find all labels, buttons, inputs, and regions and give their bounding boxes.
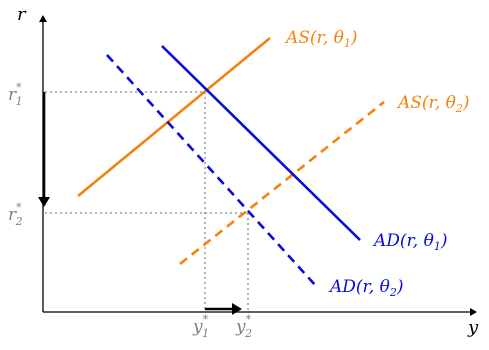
guide-lines [45, 91, 249, 311]
y1-tick-label: y* 1 [192, 313, 209, 340]
as2-curve [179, 100, 385, 266]
ad1-curve [161, 45, 361, 241]
vertical-axis-label: r [17, 4, 27, 25]
as1-label: AS(r, θ1) [284, 28, 358, 50]
horizontal-axis-label: y [467, 317, 479, 338]
ad2-label: AD(r, θ2) [328, 277, 403, 299]
y2-tick-label: y* 2 [235, 313, 252, 340]
ad1-label: AD(r, θ1) [372, 231, 447, 253]
as1-curve [77, 36, 271, 198]
ad2-curve [106, 54, 317, 287]
r1-tick-label: r* 1 [8, 81, 23, 108]
as2-label: AS(r, θ2) [396, 93, 470, 115]
r2-tick-label: r* 2 [8, 201, 23, 228]
